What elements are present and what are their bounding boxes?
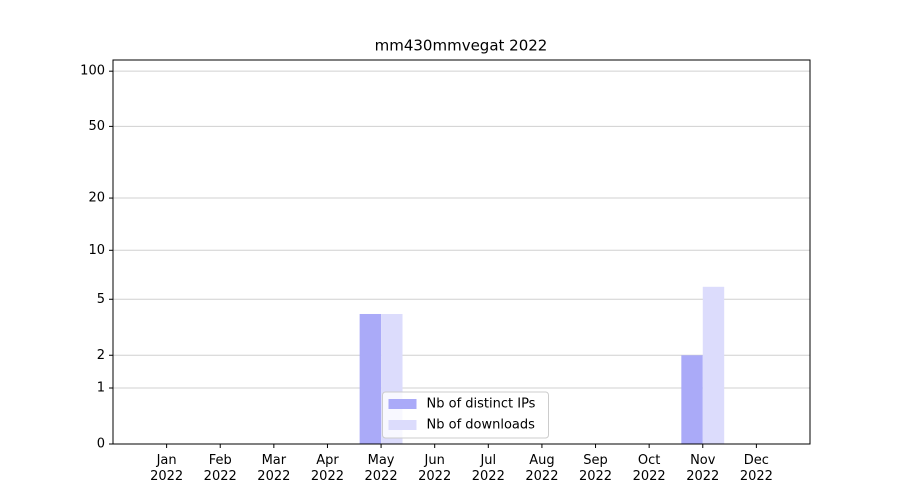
y-tick-label: 1 [97, 381, 105, 396]
x-tick-label: Feb 2022 [203, 453, 237, 484]
bar [359, 313, 382, 444]
y-tick-label: 5 [97, 292, 105, 307]
legend-swatch [388, 420, 417, 430]
y-tick-label: 50 [88, 119, 105, 134]
bar [681, 355, 703, 444]
x-tick-label: Oct 2022 [632, 453, 666, 484]
chart-title: mm430mmvegat 2022 [375, 37, 548, 55]
legend-label: Nb of distinct IPs [427, 397, 536, 412]
y-tick-label: 20 [88, 191, 105, 206]
legend: Nb of distinct IPs Nb of downloads [382, 391, 549, 439]
legend-swatch [388, 399, 417, 409]
x-tick-label: Jun 2022 [418, 453, 452, 484]
y-tick-label: 2 [97, 348, 105, 363]
x-tick-label: Jan 2022 [150, 453, 184, 484]
x-tick-label: Sep 2022 [578, 453, 613, 484]
x-tick-label: Jul 2022 [471, 453, 505, 484]
legend-label: Nb of downloads [427, 418, 536, 433]
x-tick-label: Dec 2022 [739, 453, 773, 484]
y-tick-label: 0 [97, 437, 105, 452]
legend-box [382, 391, 549, 439]
x-tick-label: Aug 2022 [525, 453, 559, 484]
x-tick-label: Apr 2022 [310, 453, 344, 484]
x-tick-label: Mar 2022 [257, 453, 291, 484]
x-tick-label: Nov 2022 [686, 453, 720, 484]
plot-frame [112, 59, 811, 445]
x-tick-label: May 2022 [364, 453, 398, 484]
bar [702, 286, 725, 444]
y-tick-label: 10 [88, 243, 105, 258]
y-tick-label: 100 [80, 64, 105, 79]
